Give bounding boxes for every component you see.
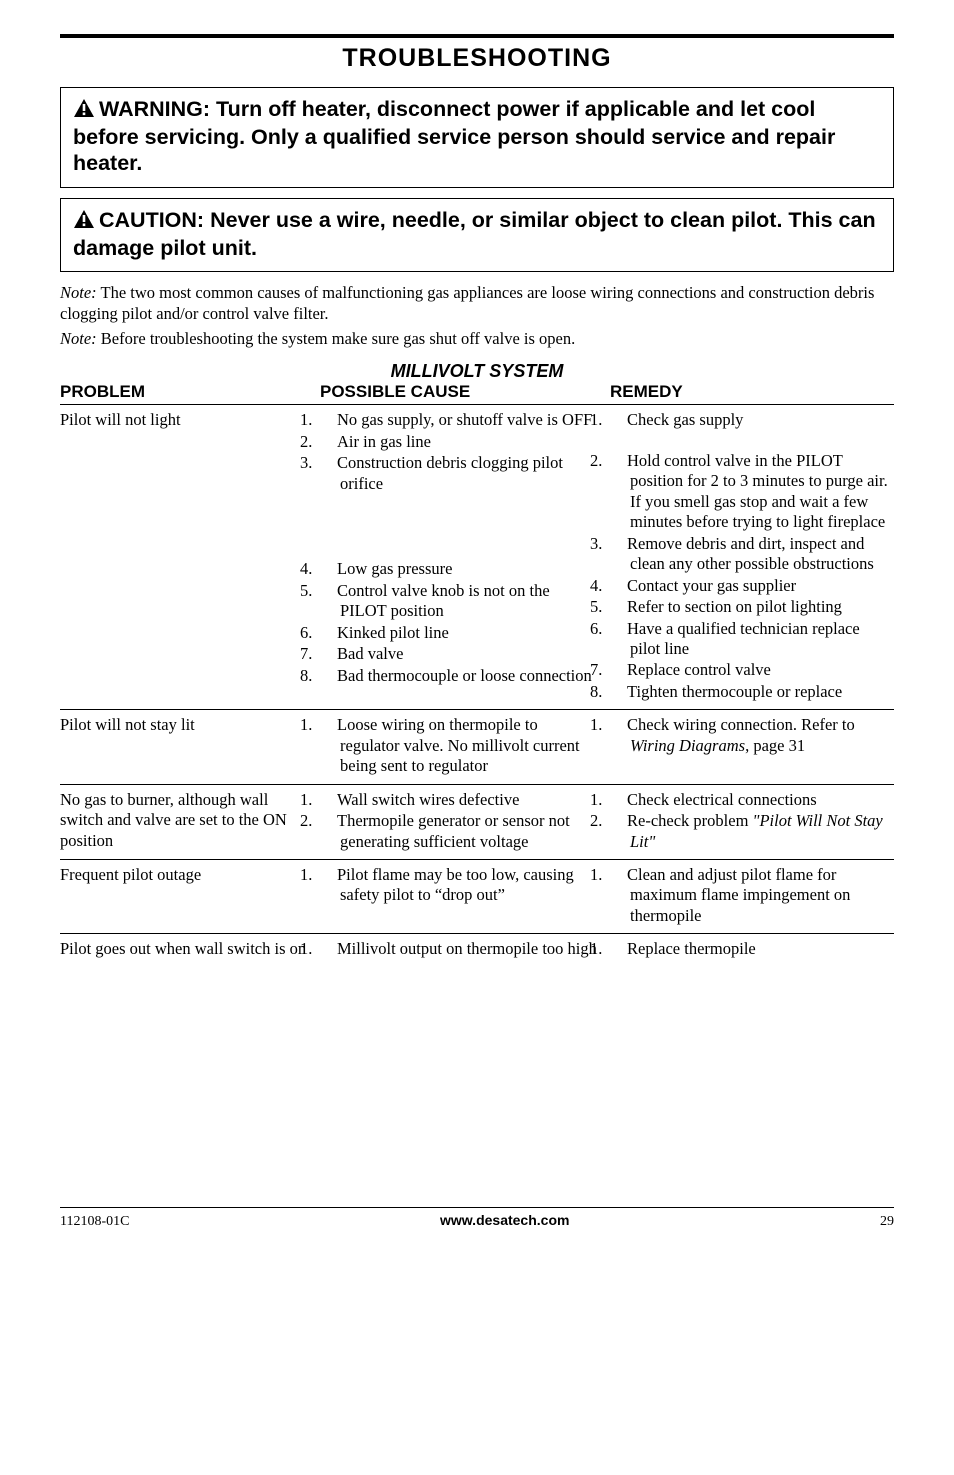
section-subheading: MILLIVOLT SYSTEM — [60, 361, 894, 382]
cell-cause: 1.Wall switch wires defective2.Thermopil… — [320, 790, 610, 853]
note-2-label: Note: — [60, 329, 97, 348]
table-header-row: PROBLEM POSSIBLE CAUSE REMEDY — [60, 382, 894, 405]
warning-text: WARNING: Turn off heater, disconnect pow… — [73, 96, 881, 177]
caution-text: CAUTION: Never use a wire, needle, or si… — [73, 207, 881, 261]
remedy-item: 2.Re-check problem "Pilot Will Not Stay … — [610, 811, 894, 852]
cause-item: 4.Low gas pressure — [320, 559, 598, 579]
caution-label: CAUTION: — [99, 208, 204, 232]
cause-item: 1.Pilot flame may be too low, causing sa… — [320, 865, 598, 906]
cause-item: 8.Bad thermocouple or loose connection — [320, 666, 598, 686]
cell-problem: Pilot will not stay lit — [60, 715, 320, 777]
cell-remedy: 1.Replace thermopile — [610, 939, 894, 960]
table-row: Pilot will not stay lit1.Loose wiring on… — [60, 710, 894, 784]
cell-cause: 1.No gas supply, or shutoff valve is OFF… — [320, 410, 610, 703]
cell-cause: 1.Millivolt output on thermopile too hig… — [320, 939, 610, 960]
table-row: Pilot goes out when wall switch is on1.M… — [60, 934, 894, 966]
cause-item: 2.Air in gas line — [320, 432, 598, 452]
cause-item: 2.Thermopile generator or sensor not gen… — [320, 811, 598, 852]
table-body: Pilot will not light1.No gas supply, or … — [60, 405, 894, 966]
remedy-item: 5.Refer to section on pilot lighting — [610, 597, 894, 617]
remedy-item: 6.Have a qualified technician replace pi… — [610, 619, 894, 660]
note-1: Note: The two most common causes of malf… — [60, 282, 894, 324]
header-cause: POSSIBLE CAUSE — [320, 382, 610, 402]
warning-label: WARNING: — [99, 97, 210, 121]
cause-item: 1.Wall switch wires defective — [320, 790, 598, 810]
note-1-label: Note: — [60, 283, 97, 302]
cell-cause: 1.Pilot flame may be too low, causing sa… — [320, 865, 610, 927]
remedy-item: 1.Replace thermopile — [610, 939, 894, 959]
cause-item: 6.Kinked pilot line — [320, 623, 598, 643]
remedy-item: 4.Contact your gas supplier — [610, 576, 894, 596]
remedy-item: 1.Check gas supply — [610, 410, 894, 430]
table-row: No gas to burner, although wall switch a… — [60, 785, 894, 860]
cell-problem: Pilot will not light — [60, 410, 320, 703]
cell-cause: 1.Loose wiring on thermopile to regulato… — [320, 715, 610, 777]
cell-remedy: 1.Check gas supply 2.Hold control valve i… — [610, 410, 894, 703]
warning-triangle-icon — [73, 98, 95, 124]
footer-left: 112108-01C — [60, 1214, 129, 1230]
troubleshooting-table: PROBLEM POSSIBLE CAUSE REMEDY Pilot will… — [60, 382, 894, 966]
remedy-item: 1.Clean and adjust pilot flame for maxim… — [610, 865, 894, 926]
remedy-item: 1.Check wiring connection. Refer to Wiri… — [610, 715, 894, 756]
cause-item: 7.Bad valve — [320, 644, 598, 664]
footer-right: 29 — [880, 1214, 894, 1230]
cause-item: 1.Loose wiring on thermopile to regulato… — [320, 715, 598, 776]
cause-item: 1.Millivolt output on thermopile too hig… — [320, 939, 598, 959]
cell-remedy: 1.Check electrical connections2.Re-check… — [610, 790, 894, 853]
cause-item: 5.Control valve knob is not on the PILOT… — [320, 581, 598, 622]
caution-callout: CAUTION: Never use a wire, needle, or si… — [60, 198, 894, 272]
remedy-item: 1.Check electrical connections — [610, 790, 894, 810]
note-2: Note: Before troubleshooting the system … — [60, 328, 894, 349]
remedy-item: 7.Replace control valve — [610, 660, 894, 680]
note-2-text: Before troubleshooting the system make s… — [97, 329, 576, 348]
remedy-item: 2.Hold control valve in the PILOT positi… — [610, 451, 894, 533]
page-footer: 112108-01C www.desatech.com 29 — [60, 1207, 894, 1230]
caution-triangle-icon — [73, 209, 95, 235]
cell-remedy: 1.Check wiring connection. Refer to Wiri… — [610, 715, 894, 777]
footer-center: www.desatech.com — [129, 1212, 880, 1228]
cause-item: 3.Construction debris clogging pilot ori… — [320, 453, 598, 494]
cause-item: 1.No gas supply, or shutoff valve is OFF — [320, 410, 598, 430]
page-title: TROUBLESHOOTING — [60, 44, 894, 73]
cell-problem: No gas to burner, although wall switch a… — [60, 790, 320, 853]
cell-remedy: 1.Clean and adjust pilot flame for maxim… — [610, 865, 894, 927]
remedy-item: 8.Tighten thermocouple or replace — [610, 682, 894, 702]
header-problem: PROBLEM — [60, 382, 320, 402]
table-row: Pilot will not light1.No gas supply, or … — [60, 405, 894, 710]
header-remedy: REMEDY — [610, 382, 894, 402]
cell-problem: Pilot goes out when wall switch is on — [60, 939, 320, 960]
title-rule — [60, 34, 894, 38]
note-1-text: The two most common causes of malfunctio… — [60, 283, 874, 323]
table-row: Frequent pilot outage1.Pilot flame may b… — [60, 860, 894, 934]
cell-problem: Frequent pilot outage — [60, 865, 320, 927]
warning-callout: WARNING: Turn off heater, disconnect pow… — [60, 87, 894, 188]
remedy-item: 3.Remove debris and dirt, inspect and cl… — [610, 534, 894, 575]
